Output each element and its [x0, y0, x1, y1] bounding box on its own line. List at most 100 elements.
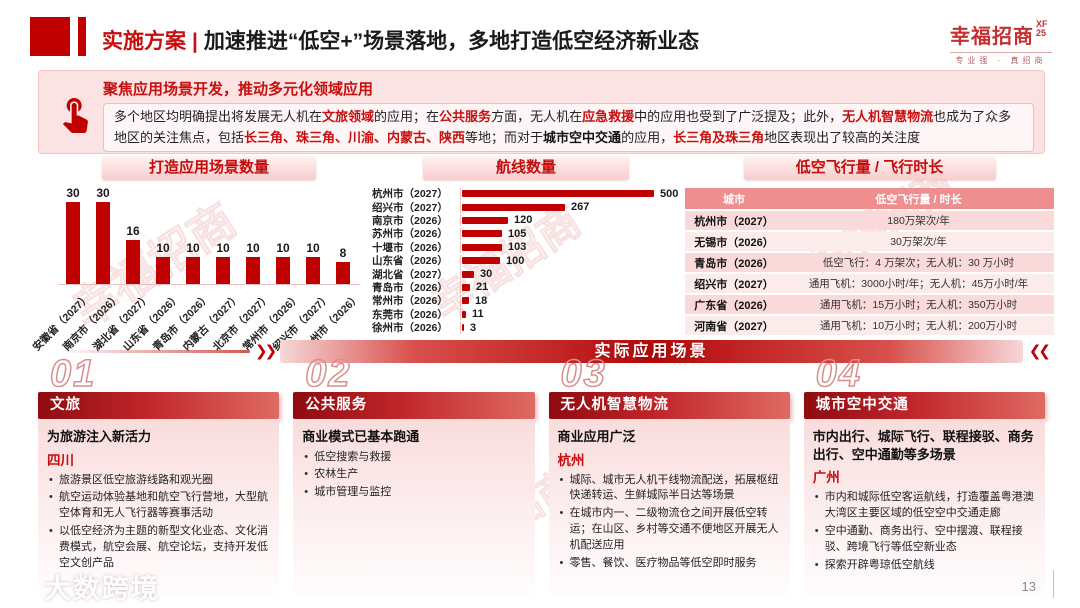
card-bullet-list: 低空搜索与救援农林生产城市管理与监控 [302, 450, 525, 502]
chart-row: 山东省（2026） 100 [372, 254, 680, 267]
bar [216, 257, 230, 284]
bar [306, 257, 320, 284]
card-number: 02 [304, 353, 352, 395]
card-bullet-list: 市内和城际低空客运航线，打造覆盖粤港澳大湾区主要区域的低空空中交通走廊空中通勤、… [813, 490, 1036, 574]
bar-track: 11 [460, 308, 680, 321]
chart-title-ribbon: 航线数量 [423, 156, 629, 180]
bar [66, 202, 80, 284]
bar [462, 310, 466, 318]
section-label: 实施方案 [102, 30, 186, 53]
banner-text-segment: 公共服务 [439, 109, 492, 124]
bar-track: 120 [460, 214, 680, 227]
table-row: 绍兴市（2027） 通用飞机：3000小时/年；无人机：45万小时/年 [685, 274, 1054, 293]
flight-volume-table-section: 低空飞行量 / 飞行时长 城市 低空飞行量 / 时长 杭州市（2027） 180万架次… [685, 156, 1054, 337]
bar-value-label: 10 [156, 241, 170, 255]
chevron-left-icon: ❮❮ [1028, 342, 1051, 360]
value-cell: 通用飞机：3000小时/年；无人机：45万小时/年 [783, 274, 1054, 293]
card-bullet: 探索开辟粤琼低空航线 [813, 558, 1036, 574]
bar-value-label: 21 [476, 281, 489, 294]
bar [246, 257, 260, 284]
card-bullet: 低空搜索与救援 [302, 450, 525, 466]
banner-text-segment: 长三角、珠三角、川渝、内蒙古、陕西 [244, 129, 466, 145]
bar [462, 216, 508, 224]
chart-row: 东莞市（2026） 11 [372, 308, 680, 321]
card-wenlv: 01 文旅 为旅游注入新活力 四川 旅游景区低空旅游线路和观光圈航空运动体验基地… [38, 354, 280, 597]
title-text: 加速推进“低空+”场景落地，多地打造低空经济新业态 [203, 30, 700, 53]
banner-text-segment: 无人机智慧物流 [842, 109, 934, 124]
city-cell: 广东省（2026） [685, 295, 783, 314]
card-wurenji-wuliu: 03 无人机智慧物流 商业应用广泛 杭州 城际、城市无人机干线物流配送，拓展枢纽… [548, 354, 790, 597]
city-cell: 无锡市（2026） [685, 232, 783, 251]
logo-name: 幸福招商 [950, 26, 1034, 48]
value-cell: 180万架次/年 [783, 211, 1054, 230]
bar-value-label: 10 [186, 241, 200, 255]
y-axis-tick-label: 绍兴市（2027） [372, 201, 448, 214]
dashu-kuajing-logo-icon [9, 574, 40, 596]
bar-value-label: 10 [306, 241, 320, 255]
bar-value-label: 18 [475, 294, 488, 307]
bar-track: 500 [460, 187, 680, 200]
city-cell: 河南省（2027） [685, 316, 783, 335]
bar-value-label: 120 [514, 214, 533, 227]
scenario-banner-label: 实际应用场景 [280, 339, 1023, 363]
bar [462, 257, 500, 265]
city-cell: 绍兴市（2027） [685, 274, 783, 293]
y-axis-tick-label: 湖北省（2027） [372, 268, 448, 281]
card-region: 杭州 [557, 452, 585, 468]
banner-text-segment: 也成为了众多地区的关注焦点，包括 [114, 109, 1012, 145]
bar-value-label: 11 [472, 308, 484, 321]
y-axis-tick-label: 常州市（2026） [372, 295, 448, 308]
bar-value-label: 8 [339, 246, 347, 260]
card-bullet: 在城市内一、二级物流仓之间开展低空转运；在山区、乡村等交通不便地区开展无人机配送… [558, 506, 781, 554]
bar-value-label: 30 [480, 268, 493, 281]
bar [462, 324, 464, 332]
city-cell: 青岛市（2026） [685, 253, 783, 272]
card-number: 01 [49, 353, 97, 395]
page-number: 13 [1021, 579, 1036, 594]
bar [126, 240, 140, 284]
bar-value-label: 30 [96, 186, 110, 200]
bar [96, 202, 110, 284]
card-bullet: 旅游景区低空旅游线路和观光圈 [47, 473, 270, 489]
bar-track: 18 [460, 294, 680, 307]
bar-value-label: 3 [470, 321, 477, 334]
logo-mark: XF25 [1036, 19, 1048, 38]
page-title: 实施方案 | 加速推进“低空+”场景落地，多地打造低空经济新业态 [102, 25, 699, 55]
bar [276, 257, 290, 284]
card-gonggongfuwu: 02 公共服务 商业模式已基本跑通 低空搜索与救援农林生产城市管理与监控 [293, 354, 535, 597]
header-accent-square [30, 17, 70, 56]
banner-text-segment: 中的应用也受到了广泛提及；此外， [634, 109, 843, 124]
card-bullet-list: 旅游景区低空旅游线路和观光圈航空运动体验基地和航空飞行营地，大型航空体育和无人飞… [47, 473, 270, 573]
scene-count-chart-section: 打造应用场景数量 30 安徽省（2027） 30 南京市（2026） 16 湖北省（202… [31, 156, 363, 372]
value-cell: 通用飞机：15万小时；无人机：350万小时 [783, 295, 1054, 314]
bar-value-label: 16 [126, 224, 140, 238]
banner-text-segment: 方面，无人机在 [491, 109, 583, 124]
y-axis-tick-label: 徐州市（2026） [372, 322, 448, 335]
chart-row: 湖北省（2027） 30 [372, 267, 680, 281]
banner-paragraph: 多个地区均明确提出将发展无人机在文旅领域的应用；在公共服务方面，无人机在应急救援… [103, 103, 1034, 153]
card-bullet: 航空运动体验基地和航空飞行营地，大型航空体育和无人飞行器等赛事活动 [47, 490, 270, 522]
table-title-ribbon: 低空飞行量 / 飞行时长 [743, 156, 996, 180]
flight-volume-table: 城市 低空飞行量 / 时长 杭州市（2027） 180万架次/年 无锡市（2026） 30… [685, 186, 1054, 337]
card-header: 城市空中交通 [803, 392, 1045, 419]
scenario-cards: 01 文旅 为旅游注入新活力 四川 旅游景区低空旅游线路和观光圈航空运动体验基地… [38, 354, 1045, 597]
y-axis-tick-label: 青岛市（2026） [372, 281, 448, 294]
card-bullet: 农林生产 [302, 467, 525, 483]
card-number: 03 [560, 353, 607, 395]
route-count-bar-chart: 杭州市（2027） 500 绍兴市（2027） 267 南京市（2026） 120 苏州市（… [372, 187, 680, 334]
y-axis-tick-label: 东莞市（2026） [372, 308, 448, 321]
banner-text-segment: 文旅领域 [322, 109, 375, 124]
chart-row: 杭州市（2027） 500 [372, 187, 680, 200]
bar [156, 257, 170, 284]
touch-tap-icon [62, 98, 88, 133]
card-body: 为旅游注入新活力 四川 旅游景区低空旅游线路和观光圈航空运动体验基地和航空飞行营… [38, 419, 280, 597]
card-subtitle: 市内出行、城际飞行、联程接驳、商务出行、空中通勤等多场景 [812, 429, 1034, 462]
y-axis-tick-label: 十堰市（2026） [372, 241, 448, 254]
card-bullet: 城际、城市无人机干线物流配送，拓展枢纽快递转运、生鲜城际半日达等场景 [558, 473, 781, 505]
table-row: 河南省（2027） 通用飞机：10万小时；无人机：200万小时 [685, 316, 1054, 335]
banner-fade-line [60, 349, 250, 353]
bar-track: 21 [460, 281, 680, 294]
scene-count-bar-chart: 30 安徽省（2027） 30 南京市（2026） 16 湖北省（2027） 10 山东省（2… [31, 184, 363, 372]
chart-row: 绍兴市（2027） 267 [372, 200, 680, 214]
